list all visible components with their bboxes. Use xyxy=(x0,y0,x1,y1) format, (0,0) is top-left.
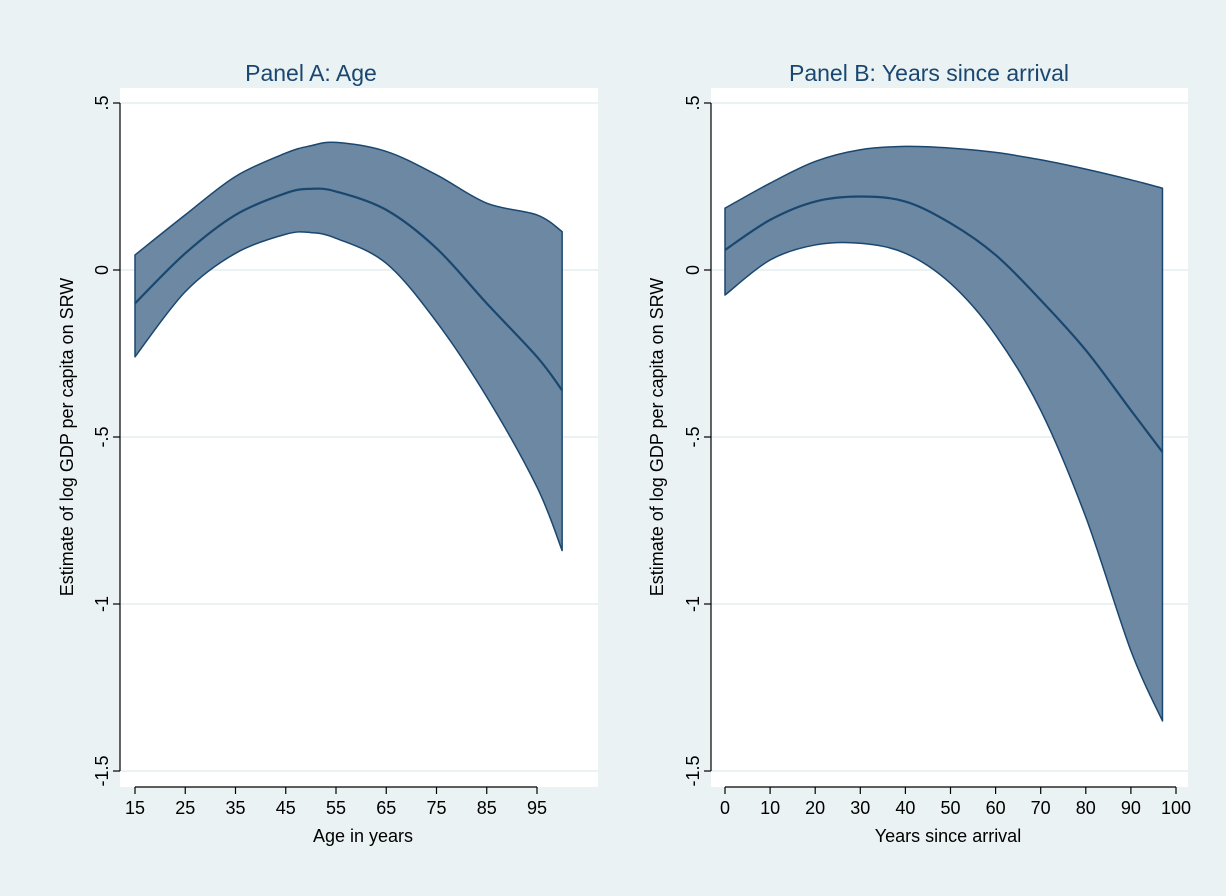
panel-b-ylabel: Estimate of log GDP per capita on SRW xyxy=(647,278,667,596)
panel-b-x-tick-label: 20 xyxy=(805,798,825,818)
panel-b-x-tick-label: 50 xyxy=(940,798,960,818)
panel-b: Panel B: Years since arrival Years since… xyxy=(647,60,1191,846)
panel-b-x-tick-label: 40 xyxy=(895,798,915,818)
panel-a-x-tick-label: 85 xyxy=(477,798,497,818)
panel-a-fitted-line xyxy=(134,187,564,391)
panel-b-y-tick-label: .5 xyxy=(683,95,703,110)
panel-a-x-tick-label: 15 xyxy=(125,798,145,818)
panel-a-y-tick-label: .5 xyxy=(92,95,112,110)
panel-a-x-tick-label: 35 xyxy=(225,798,245,818)
panel-a-xlabel: Age in years xyxy=(313,826,413,846)
panel-a-ylabel: Estimate of log GDP per capita on SRW xyxy=(57,278,77,596)
panel-a-y-tick-label: 0 xyxy=(92,265,112,275)
panel-a-x-tick-label: 95 xyxy=(527,798,547,818)
panel-a-x-tick-label: 75 xyxy=(426,798,446,818)
panel-b-x-tick-label: 60 xyxy=(986,798,1006,818)
panel-b-xlabel: Years since arrival xyxy=(875,826,1021,846)
panel-b-y-tick-label: -.5 xyxy=(683,426,703,447)
panel-a-confidence-band xyxy=(134,141,563,552)
panel-b-y-tick-label: -1 xyxy=(683,596,703,612)
panel-a-x-tick-label: 55 xyxy=(326,798,346,818)
panel-a-y-tick-label: -1.5 xyxy=(92,755,112,786)
panel-b-x-tick-label: 30 xyxy=(850,798,870,818)
panel-a: Panel A: Age Age in years Estimate of lo… xyxy=(57,60,598,846)
panel-b-x-tick-label: 10 xyxy=(760,798,780,818)
panel-a-x-tick-label: 45 xyxy=(276,798,296,818)
panel-b-x-tick-label: 80 xyxy=(1076,798,1096,818)
panel-b-x-tick-label: 0 xyxy=(720,798,730,818)
panel-b-confidence-band xyxy=(724,145,1164,722)
panel-b-y-tick-label: 0 xyxy=(683,265,703,275)
panel-a-y-tick-label: -1 xyxy=(92,596,112,612)
panel-b-x-tick-label: 70 xyxy=(1031,798,1051,818)
panel-b-y-tick-label: -1.5 xyxy=(683,755,703,786)
panel-a-x-tick-label: 25 xyxy=(175,798,195,818)
panel-b-x-tick-label: 100 xyxy=(1161,798,1191,818)
panel-b-fitted-line xyxy=(724,195,1164,453)
panel-b-title: Panel B: Years since arrival xyxy=(789,60,1069,86)
panel-b-x-tick-label: 90 xyxy=(1121,798,1141,818)
panel-a-y-tick-label: -.5 xyxy=(92,426,112,447)
panel-a-x-tick-label: 65 xyxy=(376,798,396,818)
panel-a-title: Panel A: Age xyxy=(245,60,377,86)
